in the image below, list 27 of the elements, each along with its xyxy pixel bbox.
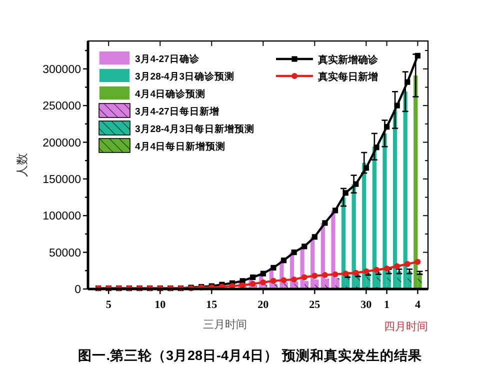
- y-tick-label: 250000: [42, 100, 81, 113]
- x-tick-label: 25: [309, 299, 321, 311]
- legend-label: 真实每日新增: [317, 71, 378, 83]
- y-tick-label: 200000: [42, 137, 81, 150]
- y-tick-label: 50000: [49, 247, 81, 260]
- legend-label: 4月4日确诊预测: [135, 88, 206, 100]
- y-tick-label: 300000: [42, 64, 81, 76]
- y-tick-label: 150000: [42, 174, 81, 186]
- y-tick-label: 100000: [42, 210, 81, 223]
- legend-label: 真实新增确诊: [317, 54, 379, 66]
- legend-label: 3月4-27日每日新增: [135, 106, 220, 118]
- legend-label: 3月28-4月3日确诊预测: [135, 70, 235, 82]
- x-tick-label: 4: [414, 299, 421, 311]
- y-tick-label: 0: [74, 284, 81, 296]
- x-tick-label: 1: [384, 299, 390, 311]
- x-tick-label: 20: [258, 299, 270, 311]
- text: 图一.第三轮（3月28日-4月4日） 预测和真实发生的结果: [78, 347, 423, 363]
- legend-label: 3月28-4月3日每日新增预测: [135, 123, 255, 135]
- x-tick-label: 15: [206, 299, 218, 311]
- legend-label: 3月4-27日确诊: [135, 53, 200, 65]
- x-axis-title: 三月时间: [203, 318, 247, 331]
- x-tick-label: 5: [106, 299, 112, 311]
- text: 四月时间: [384, 320, 428, 333]
- y-axis-title: 人数: [15, 153, 29, 177]
- legend-label: 4月4日每日新增预测: [135, 140, 226, 152]
- x-tick-label: 10: [154, 299, 166, 311]
- x-tick-label: 30: [360, 299, 372, 311]
